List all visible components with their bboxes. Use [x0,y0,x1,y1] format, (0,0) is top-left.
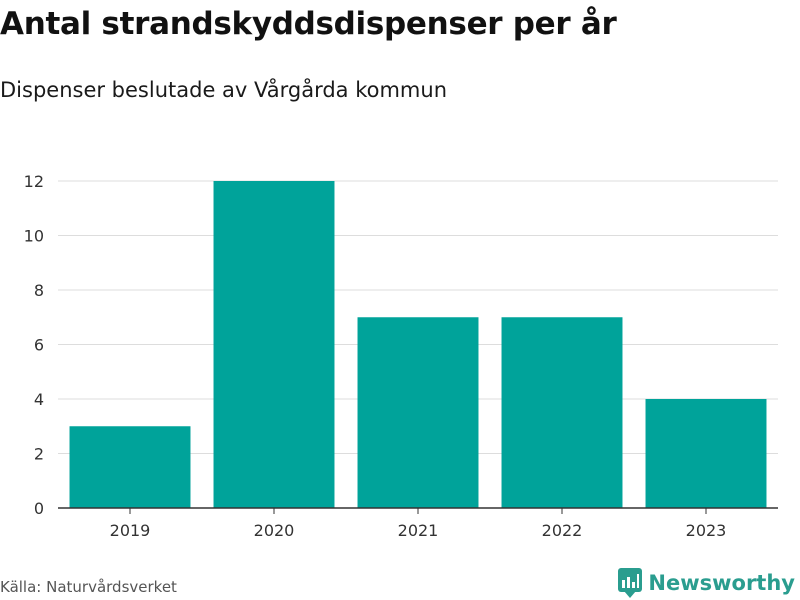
brand-name: Newsworthy [648,571,795,595]
chart-title: Antal strandskyddsdispenser per år [0,6,617,42]
y-tick-label-8: 8 [34,281,44,300]
x-tick-label-2020: 2020 [254,521,295,540]
bar-2019 [69,426,191,508]
bar-2020 [213,181,335,508]
source-note: Källa: Naturvårdsverket [0,578,177,596]
y-tick-label-4: 4 [34,390,44,409]
bar-2023 [645,399,767,508]
y-tick-label-6: 6 [34,336,44,355]
y-tick-label-2: 2 [34,445,44,464]
bar-2021 [357,317,479,508]
x-tick-label-2022: 2022 [542,521,583,540]
bar-2022 [501,317,623,508]
chart-subtitle: Dispenser beslutade av Vårgårda kommun [0,78,448,102]
brand-logo: Newsworthy [618,566,795,600]
y-tick-label-10: 10 [24,227,44,246]
x-tick-label-2019: 2019 [110,521,151,540]
x-tick-label-2021: 2021 [398,521,439,540]
y-tick-label-0: 0 [34,499,44,518]
y-tick-label-12: 12 [24,172,44,191]
x-tick-label-2023: 2023 [686,521,727,540]
newsworthy-logo-icon [618,568,643,598]
